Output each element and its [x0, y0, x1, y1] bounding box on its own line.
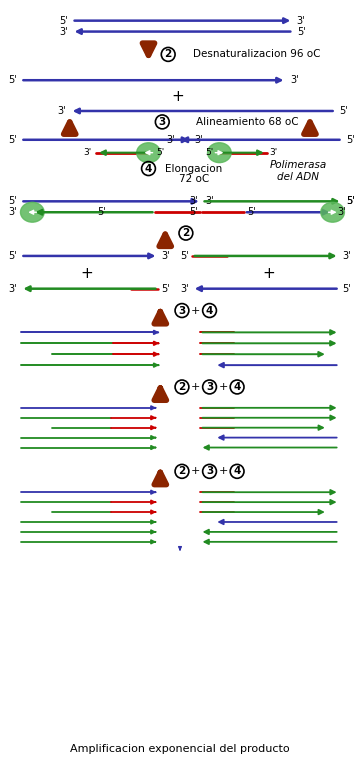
Text: 4: 4	[233, 466, 241, 476]
Text: 5': 5'	[8, 75, 17, 85]
Text: 3': 3'	[290, 75, 298, 85]
Text: 3': 3'	[205, 196, 214, 206]
Text: +: +	[219, 466, 228, 476]
Text: 3: 3	[206, 466, 213, 476]
Text: 5': 5'	[206, 148, 214, 157]
Text: 5': 5'	[297, 27, 306, 37]
Text: 3: 3	[206, 382, 213, 392]
Text: +: +	[262, 267, 275, 281]
Text: 72 oC: 72 oC	[179, 175, 209, 185]
Text: 3': 3'	[8, 283, 17, 293]
Text: 5': 5'	[8, 196, 17, 206]
Text: 2: 2	[182, 228, 189, 238]
Text: 3': 3'	[297, 15, 305, 25]
Text: 3: 3	[178, 306, 186, 316]
Text: Desnaturalizacion 96 oC: Desnaturalizacion 96 oC	[193, 49, 320, 60]
Text: 3': 3'	[189, 196, 198, 206]
Text: 4: 4	[145, 164, 152, 174]
Text: +: +	[191, 466, 201, 476]
Text: Polimerasa: Polimerasa	[270, 159, 327, 169]
Text: 5': 5'	[346, 196, 355, 206]
Text: 4: 4	[233, 382, 241, 392]
Ellipse shape	[21, 202, 44, 222]
Text: 5': 5'	[342, 283, 351, 293]
Text: 3': 3'	[161, 251, 170, 261]
Ellipse shape	[208, 142, 231, 162]
Ellipse shape	[321, 202, 345, 222]
Text: 5': 5'	[59, 15, 68, 25]
Text: +: +	[219, 382, 228, 392]
Text: 3: 3	[159, 117, 166, 127]
Text: 3': 3'	[337, 208, 346, 218]
Text: +: +	[191, 306, 201, 316]
Text: Elongacion: Elongacion	[165, 164, 222, 174]
Text: 3': 3'	[59, 27, 68, 37]
Text: 5': 5'	[346, 135, 355, 145]
Text: 5': 5'	[156, 148, 165, 157]
Text: 3': 3'	[58, 106, 66, 116]
Text: Amplificacion exponencial del producto: Amplificacion exponencial del producto	[70, 745, 290, 755]
Text: 5': 5'	[181, 251, 189, 261]
Text: 3': 3'	[269, 148, 278, 157]
Text: 3': 3'	[166, 135, 175, 145]
Text: 4: 4	[206, 306, 213, 316]
Text: +: +	[80, 267, 93, 281]
Text: del ADN: del ADN	[277, 172, 319, 182]
Text: 5': 5'	[8, 251, 17, 261]
Text: 5': 5'	[189, 208, 198, 218]
Text: 2: 2	[178, 382, 186, 392]
Text: 3': 3'	[83, 148, 91, 157]
Text: 5': 5'	[247, 208, 256, 218]
Text: +: +	[172, 89, 184, 103]
Text: 5': 5'	[97, 208, 105, 218]
Text: 5': 5'	[161, 283, 170, 293]
Text: 3': 3'	[194, 135, 203, 145]
Ellipse shape	[137, 142, 160, 162]
Text: 3': 3'	[8, 208, 17, 218]
Text: 2: 2	[178, 466, 186, 476]
Text: Alineamiento 68 oC: Alineamiento 68 oC	[195, 117, 298, 127]
Text: 3': 3'	[342, 251, 351, 261]
Text: 2: 2	[165, 49, 172, 60]
Text: 3': 3'	[181, 283, 189, 293]
Text: 5': 5'	[346, 196, 355, 206]
Text: 5': 5'	[339, 106, 348, 116]
Text: 5': 5'	[8, 135, 17, 145]
Text: +: +	[191, 382, 201, 392]
